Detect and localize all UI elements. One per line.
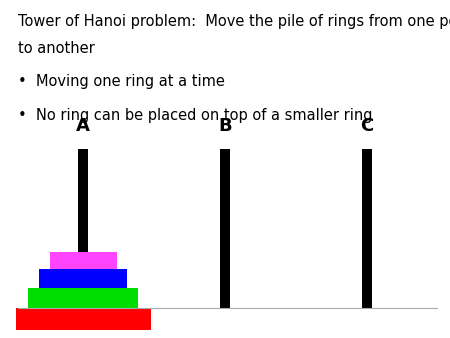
- Bar: [50, 252, 117, 269]
- Bar: [16, 308, 151, 330]
- Text: C: C: [360, 117, 373, 135]
- Text: A: A: [76, 117, 90, 135]
- Text: to another: to another: [18, 41, 95, 55]
- Text: B: B: [218, 117, 232, 135]
- Text: Tower of Hanoi problem:  Move the pile of rings from one peg: Tower of Hanoi problem: Move the pile of…: [18, 14, 450, 28]
- Bar: [40, 269, 127, 288]
- Bar: [78, 149, 88, 308]
- Bar: [28, 288, 139, 308]
- Bar: [220, 149, 230, 308]
- Text: •  No ring can be placed on top of a smaller ring: • No ring can be placed on top of a smal…: [18, 108, 373, 123]
- Text: •  Moving one ring at a time: • Moving one ring at a time: [18, 74, 225, 89]
- Bar: [362, 149, 372, 308]
